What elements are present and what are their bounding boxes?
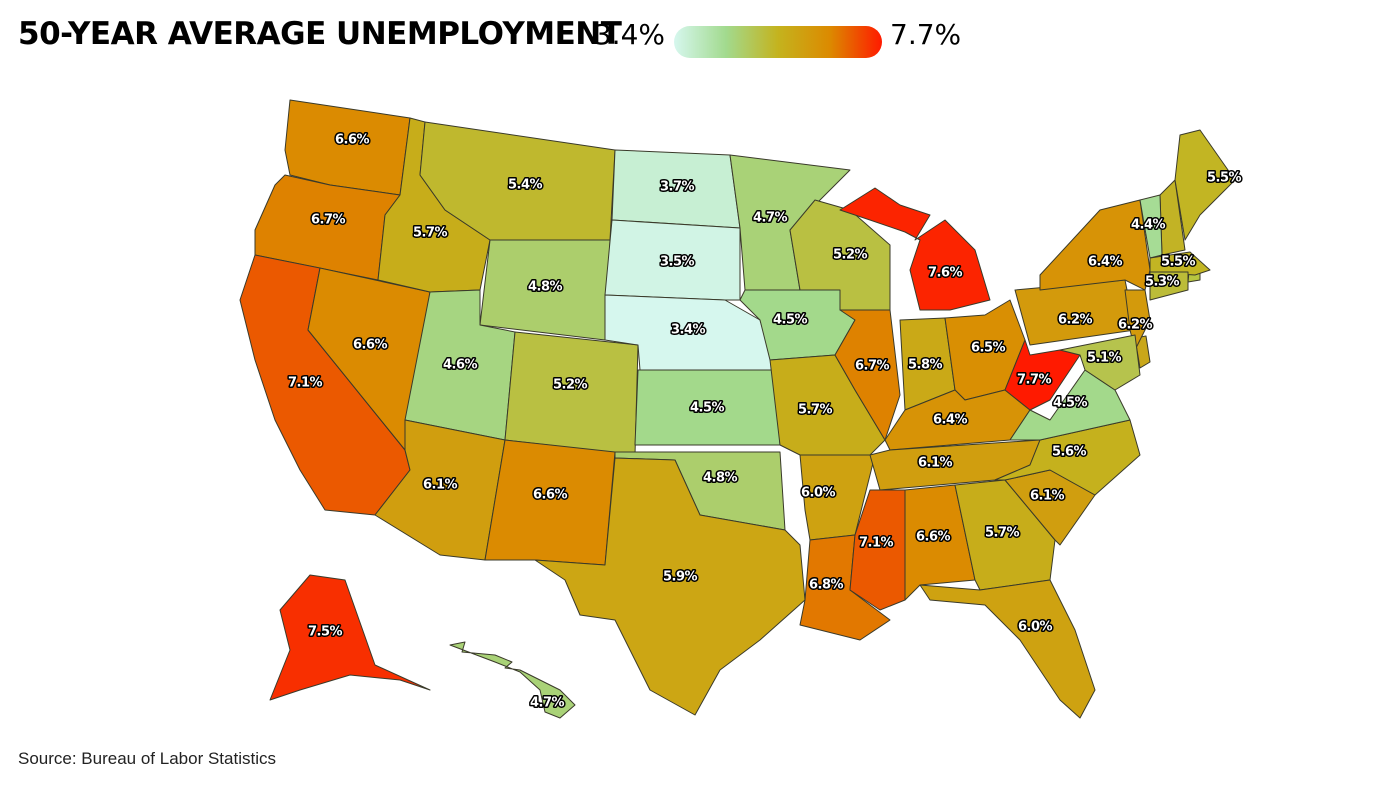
value-label: 6.2% xyxy=(1118,318,1153,333)
legend-max-label: 7.7% xyxy=(890,18,961,51)
state xyxy=(1149,271,1189,301)
state xyxy=(1039,199,1151,291)
value-label: 6.1% xyxy=(1030,489,1065,504)
value-label: 6.7% xyxy=(311,213,346,228)
value-label: 7.5% xyxy=(308,625,343,640)
value-label: 6.1% xyxy=(423,478,458,493)
value-label: 6.4% xyxy=(933,413,968,428)
value-label: 5.7% xyxy=(413,226,448,241)
value-label: 6.0% xyxy=(1018,620,1053,635)
source: Source: Bureau of Labor Statistics xyxy=(18,749,276,768)
value-label: 5.7% xyxy=(798,403,833,418)
states xyxy=(239,99,1236,719)
value-label: 5.5% xyxy=(1207,171,1242,186)
state xyxy=(1174,129,1236,241)
state xyxy=(1124,289,1151,351)
value-label: 6.6% xyxy=(916,530,951,545)
value-label: 4.7% xyxy=(753,211,788,226)
value-label: 7.6% xyxy=(928,266,963,281)
state xyxy=(994,419,1141,496)
value-label: 5.7% xyxy=(985,526,1020,541)
state xyxy=(904,484,976,601)
state xyxy=(839,187,991,311)
state xyxy=(269,574,431,701)
state xyxy=(484,439,616,566)
value-label: 7.7% xyxy=(1017,373,1052,388)
value-label: 5.9% xyxy=(663,570,698,585)
value-label: 6.6% xyxy=(533,488,568,503)
state xyxy=(504,331,639,456)
value-label: 4.8% xyxy=(528,280,563,295)
value-label: 6.1% xyxy=(918,456,953,471)
title: 50-YEAR AVERAGE UNEMPLOYMENT xyxy=(18,16,622,52)
value-label: 5.8% xyxy=(908,358,943,373)
value-label: 6.6% xyxy=(335,133,370,148)
value-label: 6.4% xyxy=(1088,255,1123,270)
value-label: 6.2% xyxy=(1058,313,1093,328)
legend-gradient xyxy=(674,26,882,58)
value-label: 5.2% xyxy=(833,248,868,263)
state xyxy=(604,219,741,301)
value-label: 6.6% xyxy=(353,338,388,353)
state xyxy=(1149,251,1211,276)
state xyxy=(919,579,1096,719)
value-label: 5.1% xyxy=(1087,351,1122,366)
value-label: 3.7% xyxy=(660,180,695,195)
value-label: 3.5% xyxy=(660,255,695,270)
value-label: 4.5% xyxy=(1053,396,1088,411)
value-label: 5.4% xyxy=(508,178,543,193)
value-label: 5.3% xyxy=(1145,275,1180,290)
value-label: 7.1% xyxy=(859,536,894,551)
value-label: 4.7% xyxy=(530,696,565,711)
state xyxy=(834,309,901,441)
value-label: 3.4% xyxy=(671,323,706,338)
value-label: 4.5% xyxy=(773,313,808,328)
value-label: 5.2% xyxy=(553,378,588,393)
value-label: 6.7% xyxy=(855,359,890,374)
state xyxy=(534,457,806,716)
value-label: 5.6% xyxy=(1052,445,1087,460)
value-label: 4.5% xyxy=(690,401,725,416)
value-label: 6.0% xyxy=(801,486,836,501)
value-label: 7.1% xyxy=(288,376,323,391)
value-label: 5.5% xyxy=(1161,255,1196,270)
value-label: 6.5% xyxy=(971,341,1006,356)
legend-min-label: 3.4% xyxy=(594,18,665,51)
state xyxy=(1139,194,1163,259)
state xyxy=(449,641,576,719)
value-label: 6.8% xyxy=(809,578,844,593)
value-label: 4.6% xyxy=(443,358,478,373)
state xyxy=(1059,334,1141,391)
value-label: 4.4% xyxy=(1131,218,1166,233)
value-label: 4.8% xyxy=(703,471,738,486)
